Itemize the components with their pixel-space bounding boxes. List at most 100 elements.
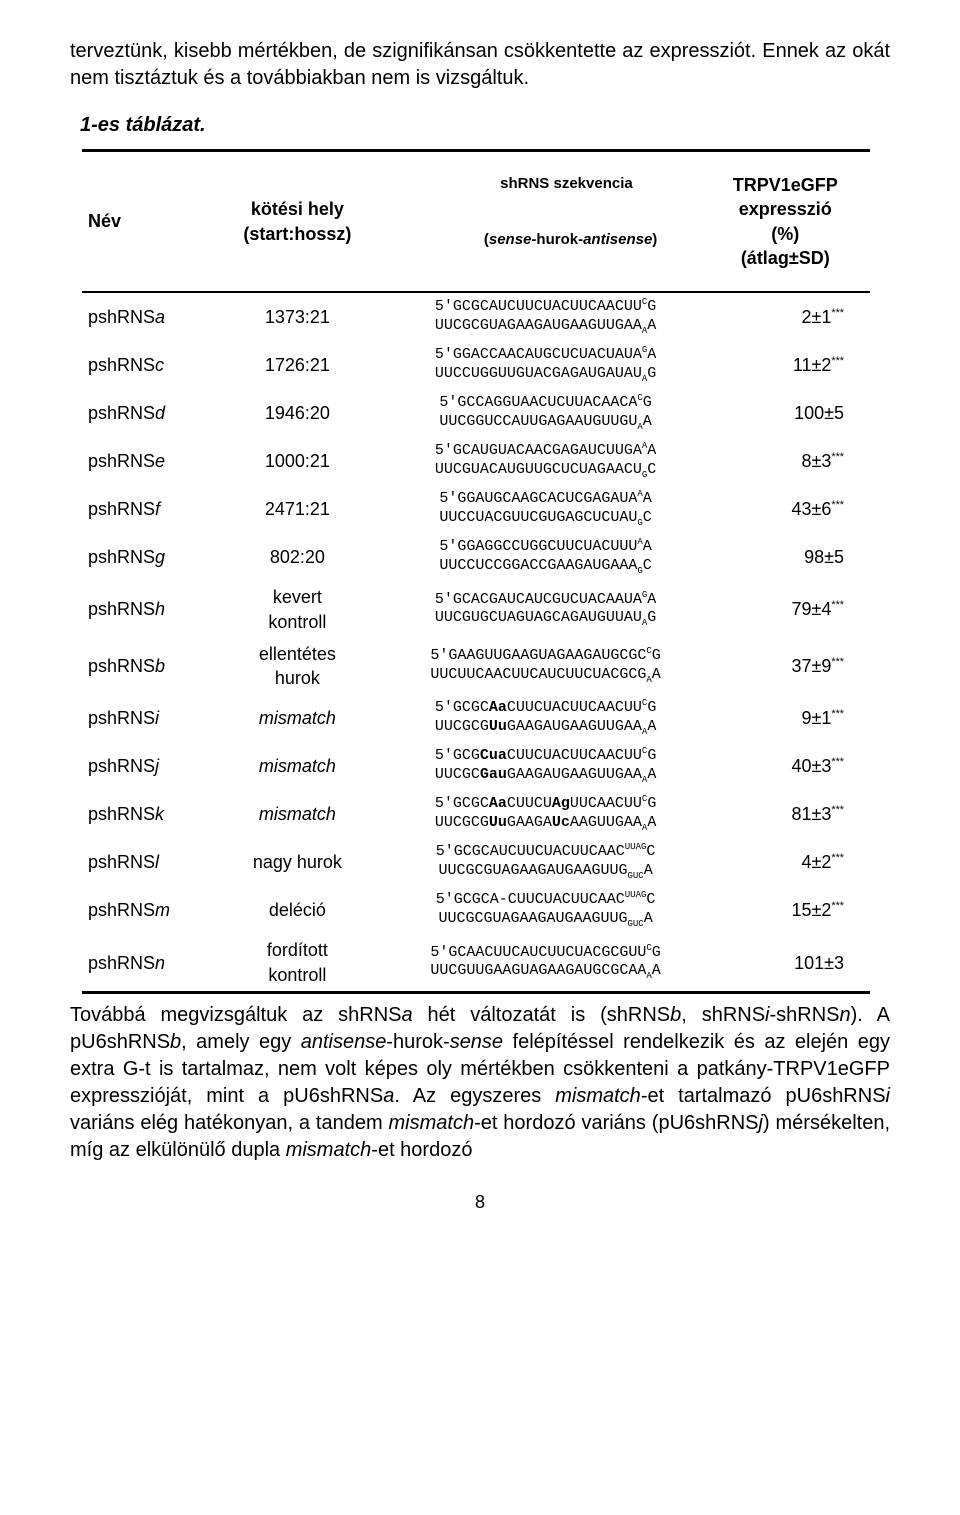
name-suffix: a	[155, 307, 165, 327]
name-prefix: pshRNS	[88, 451, 155, 471]
name-prefix: pshRNS	[88, 756, 155, 776]
cell-seq: 5'GCAUGUACAACGAGAUCUUGAAA UUCGUACAUGUUGC…	[371, 437, 721, 485]
name-suffix: m	[155, 900, 170, 920]
cell-pos: fordítottkontroll	[224, 934, 371, 992]
cell-pos: deléció	[224, 886, 371, 934]
cell-pos: 802:20	[224, 533, 371, 581]
cell-name: pshRNSb	[82, 638, 224, 695]
cell-pos: 1946:20	[224, 389, 371, 437]
cell-exp: 37±9***	[721, 638, 870, 695]
table-row: pshRNSmdeléció5'GCGCA-CUUCUACUUCAACUUAGC…	[82, 886, 870, 934]
cell-name: pshRNSj	[82, 742, 224, 790]
table-body: pshRNSa1373:215'GCGCAUCUUCUACUUCAACUUCG …	[82, 292, 870, 992]
cell-exp: 40±3***	[721, 742, 870, 790]
cell-seq: 5'GCGCAaCUUCUAgUUCAACUUCG UUCGCGUuGAAGAU…	[371, 790, 721, 838]
name-prefix: pshRNS	[88, 708, 155, 728]
name-prefix: pshRNS	[88, 852, 155, 872]
cell-seq: 5'GGAGGCCUGGCUUCUACUUUAA UUCCUCCGGACCGAA…	[371, 533, 721, 581]
cell-seq: 5'GCCAGGUAACUCUUACAACACG UUCGGUCCAUUGAGA…	[371, 389, 721, 437]
cell-exp: 4±2***	[721, 838, 870, 886]
cell-seq: 5'GCGCA-CUUCUACUUCAACUUAGC UUCGCGUAGAAGA…	[371, 886, 721, 934]
name-prefix: pshRNS	[88, 547, 155, 567]
cell-seq: 5'GAAGUUGAAGUAGAAGAUGCGCCG UUCUUCAACUUCA…	[371, 638, 721, 695]
name-suffix: g	[155, 547, 165, 567]
page-number: 8	[70, 1190, 890, 1214]
cell-exp: 98±5	[721, 533, 870, 581]
cell-name: pshRNSg	[82, 533, 224, 581]
header-exp-l1: TRPV1eGFP	[733, 175, 838, 195]
table-row: pshRNSjmismatch5'GCGCuaCUUCUACUUCAACUUCG…	[82, 742, 870, 790]
name-prefix: pshRNS	[88, 499, 155, 519]
cell-seq: 5'GCGCAaCUUCUACUUCAACUUCG UUCGCGUuGAAGAU…	[371, 694, 721, 742]
cell-name: pshRNSl	[82, 838, 224, 886]
table-row: pshRNSf2471:215'GGAUGCAAGCACUCGAGAUAAA U…	[82, 485, 870, 533]
name-suffix: h	[155, 599, 165, 619]
header-exp-l2: expresszió	[739, 199, 832, 219]
page: terveztünk, kisebb mértékben, de szignif…	[0, 0, 960, 1254]
table-row: pshRNSkmismatch5'GCGCAaCUUCUAgUUCAACUUCG…	[82, 790, 870, 838]
cell-exp: 43±6***	[721, 485, 870, 533]
header-seq-line1: shRNS szekvencia	[500, 175, 633, 192]
header-exp-l4: (átlag±SD)	[741, 248, 830, 268]
cell-exp: 79±4***	[721, 581, 870, 638]
cell-name: pshRNSc	[82, 341, 224, 389]
cell-name: pshRNSf	[82, 485, 224, 533]
cell-pos: mismatch	[224, 742, 371, 790]
header-name: Név	[82, 151, 224, 293]
cell-pos: mismatch	[224, 790, 371, 838]
cell-exp: 2±1***	[721, 292, 870, 341]
cell-name: pshRNSm	[82, 886, 224, 934]
cell-exp: 15±2***	[721, 886, 870, 934]
name-prefix: pshRNS	[88, 804, 155, 824]
table-row: pshRNSnfordítottkontroll5'GCAACUUCAUCUUC…	[82, 934, 870, 992]
cell-name: pshRNSn	[82, 934, 224, 992]
cell-seq: 5'GCGCAUCUUCUACUUCAACUUCG UUCGCGUAGAAGAU…	[371, 292, 721, 341]
cell-pos: 2471:21	[224, 485, 371, 533]
name-suffix: b	[155, 656, 165, 676]
cell-name: pshRNSi	[82, 694, 224, 742]
cell-name: pshRNSk	[82, 790, 224, 838]
name-suffix: l	[155, 852, 159, 872]
table-header-row: Név kötési hely (start:hossz) shRNS szek…	[82, 151, 870, 293]
header-seq: shRNS szekvencia (sense-hurok-antisense)	[371, 151, 721, 293]
cell-name: pshRNSa	[82, 292, 224, 341]
name-suffix: k	[155, 804, 164, 824]
table-row: pshRNSlnagy hurok5'GCGCAUCUUCUACUUCAACUU…	[82, 838, 870, 886]
cell-seq: 5'GCAACUUCAUCUUCUACGCGUUCG UUCGUUGAAGUAG…	[371, 934, 721, 992]
shrns-table: Név kötési hely (start:hossz) shRNS szek…	[82, 149, 870, 994]
seq-antisense: antisense	[583, 231, 652, 248]
cell-exp: 81±3***	[721, 790, 870, 838]
cell-pos: nagy hurok	[224, 838, 371, 886]
seq-sense: sense	[489, 231, 532, 248]
cell-exp: 9±1***	[721, 694, 870, 742]
seq-mid: -hurok-	[531, 231, 583, 248]
cell-seq: 5'GCGCuaCUUCUACUUCAACUUCG UUCGCGauGAAGAU…	[371, 742, 721, 790]
name-suffix: f	[155, 499, 160, 519]
name-prefix: pshRNS	[88, 656, 155, 676]
header-seq-line2: (sense-hurok-antisense)	[434, 231, 657, 267]
table-row: pshRNSd1946:205'GCCAGGUAACUCUUACAACACG U…	[82, 389, 870, 437]
name-prefix: pshRNS	[88, 307, 155, 327]
name-suffix: d	[155, 403, 165, 423]
name-suffix: i	[155, 708, 159, 728]
header-pos-line1: kötési hely	[251, 199, 344, 219]
cell-seq: 5'GCACGAUCAUCGUCUACAAUAGA UUCGUGCUAGUAGC…	[371, 581, 721, 638]
name-prefix: pshRNS	[88, 953, 155, 973]
header-exp: TRPV1eGFP expresszió (%) (átlag±SD)	[721, 151, 870, 293]
name-suffix: n	[155, 953, 165, 973]
cell-name: pshRNSh	[82, 581, 224, 638]
table-row: pshRNSe1000:215'GCAUGUACAACGAGAUCUUGAAA …	[82, 437, 870, 485]
name-prefix: pshRNS	[88, 599, 155, 619]
cell-exp: 100±5	[721, 389, 870, 437]
table-row: pshRNSbellentéteshurok5'GAAGUUGAAGUAGAAG…	[82, 638, 870, 695]
name-prefix: pshRNS	[88, 900, 155, 920]
table-row: pshRNSc1726:215'GGACCAACAUGCUCUACUAUAGA …	[82, 341, 870, 389]
seq-paren-close: )	[652, 231, 657, 248]
cell-pos: kevertkontroll	[224, 581, 371, 638]
name-suffix: e	[155, 451, 165, 471]
cell-pos: 1373:21	[224, 292, 371, 341]
cell-seq: 5'GGACCAACAUGCUCUACUAUAGA UUCCUGGUUGUACG…	[371, 341, 721, 389]
cell-name: pshRNSe	[82, 437, 224, 485]
cell-seq: 5'GCGCAUCUUCUACUUCAACUUAGC UUCGCGUAGAAGA…	[371, 838, 721, 886]
outro-paragraph: Továbbá megvizsgáltuk az shRNSa hét vált…	[70, 1002, 890, 1164]
